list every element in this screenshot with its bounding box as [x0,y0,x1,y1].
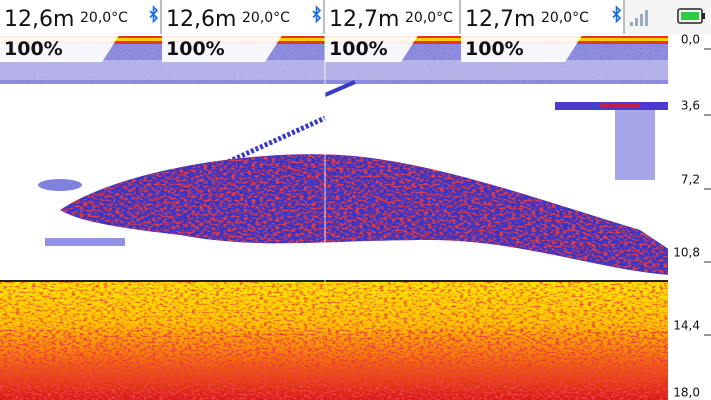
gain-level: 100% [329,38,388,60]
sonar-panel-header: 12,6m 20,0°C 100% [162,0,325,62]
depth-scale-label: 3,6 [681,99,700,113]
bluetooth-icon [612,5,622,24]
bluetooth-icon [149,5,159,24]
bluetooth-icon [312,5,322,24]
depth-scale-label: 7,2 [681,173,700,187]
depth-reading: 12,6m [166,7,236,32]
gain-tab [0,34,120,62]
gain-level: 100% [4,38,63,60]
bottom-echo [0,280,668,400]
depth-scale-label: 18,0 [673,386,700,400]
depth-reading: 12,7m [329,7,399,32]
sonar-panel-header: 12,6m 20,0°C 100% [0,0,162,62]
gain-level: 100% [166,38,225,60]
header-box [461,0,623,33]
gain-tab [162,34,283,62]
depth-reading: 12,6m [4,7,74,32]
depth-scale-label: 14,4 [673,319,700,333]
depth-scale-label: 0,0 [681,33,700,47]
header-box [162,0,323,33]
sonar-panel-header: 12,7m 20,0°C 100% [461,0,625,62]
signal-indicator [630,10,648,26]
gain-tab [325,34,419,62]
water-temperature: 20,0°C [80,10,128,26]
gain-level: 100% [465,38,524,60]
header-box [0,0,160,33]
sonar-panel-header: 12,7m 20,0°C 100% [325,0,461,62]
water-temperature: 20,0°C [541,10,589,26]
depth-scale-label: 10,8 [673,246,700,260]
echo-patch [208,80,668,180]
gain-tab [461,34,583,62]
header-box [325,0,459,33]
water-temperature: 20,0°C [242,10,290,26]
battery-icon [677,8,705,24]
depth-scale [668,34,711,400]
water-temperature: 20,0°C [405,10,453,26]
depth-reading: 12,7m [465,7,535,32]
